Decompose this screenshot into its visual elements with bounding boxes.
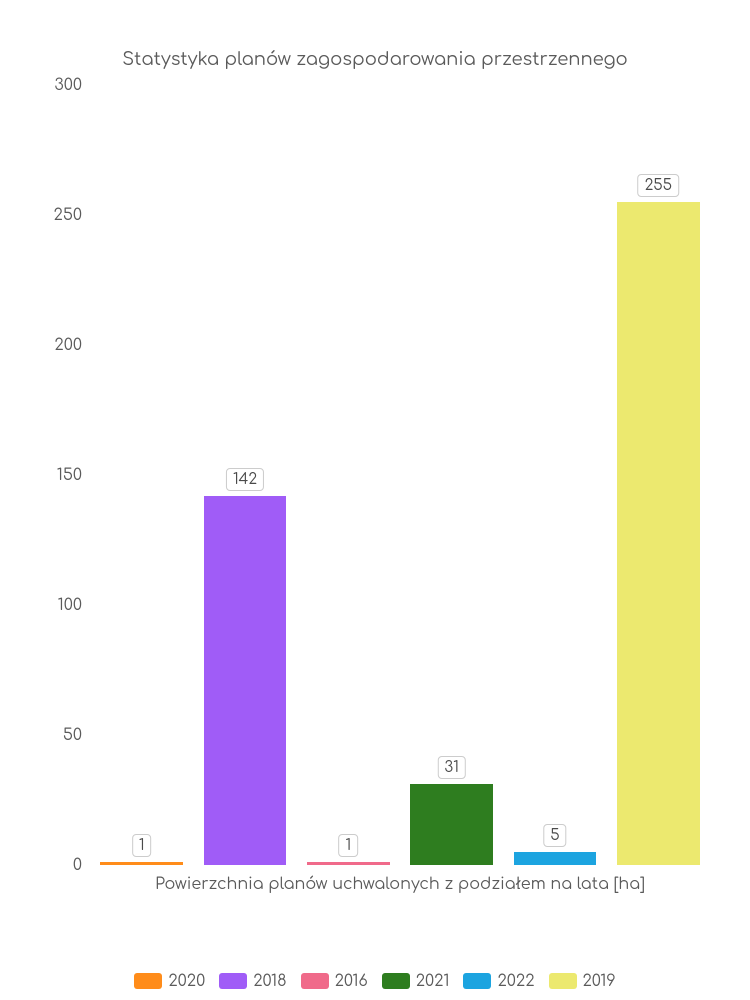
legend-item-2018: 2018 <box>219 972 286 990</box>
legend-swatch <box>219 973 247 989</box>
bar-value-label: 142 <box>226 468 264 491</box>
legend: 2020 2018 2016 2021 2022 2019 <box>0 972 750 990</box>
legend-label: 2016 <box>335 972 368 990</box>
bar-value-label: 5 <box>543 824 566 847</box>
plot-area: 050100150200250300 11421315255 Powierzch… <box>90 85 710 865</box>
y-tick: 0 <box>73 856 82 874</box>
bars-group: 1 142 1 31 5 255 <box>90 85 710 865</box>
y-tick: 200 <box>54 336 82 354</box>
bar-2021: 31 <box>410 784 493 865</box>
bar-value-label: 1 <box>338 834 358 857</box>
bar-value-label: 31 <box>437 756 465 779</box>
bar-2020: 1 <box>100 862 183 865</box>
legend-item-2016: 2016 <box>301 972 368 990</box>
chart-container: Statystyka planów zagospodarowania przes… <box>0 50 750 950</box>
legend-label: 2019 <box>583 972 616 990</box>
y-tick: 50 <box>63 726 82 744</box>
y-tick: 150 <box>57 466 82 484</box>
y-tick: 250 <box>54 206 82 224</box>
bar-2018: 142 <box>204 496 287 865</box>
x-axis-label: Powierzchnia planów uchwalonych z podzia… <box>90 875 710 893</box>
y-tick: 300 <box>54 76 82 94</box>
bar-value-label: 255 <box>638 174 680 197</box>
chart-title: Statystyka planów zagospodarowania przes… <box>0 50 750 70</box>
bar-2016: 1 <box>307 862 390 865</box>
legend-swatch <box>549 973 577 989</box>
legend-label: 2021 <box>416 972 450 990</box>
legend-swatch <box>463 973 491 989</box>
legend-item-2021: 2021 <box>382 972 450 990</box>
legend-item-2022: 2022 <box>463 972 534 990</box>
legend-item-2020: 2020 <box>134 972 205 990</box>
y-tick: 100 <box>58 596 82 614</box>
bar-2019: 255 <box>617 202 700 865</box>
legend-label: 2022 <box>497 972 534 990</box>
legend-swatch <box>301 973 329 989</box>
legend-label: 2018 <box>253 972 286 990</box>
legend-item-2019: 2019 <box>549 972 616 990</box>
bar-value-label: 1 <box>132 834 152 857</box>
legend-label: 2020 <box>168 972 205 990</box>
legend-swatch <box>134 973 162 989</box>
y-axis: 050100150200250300 <box>40 85 90 865</box>
legend-swatch <box>382 973 410 989</box>
bar-2022: 5 <box>514 852 597 865</box>
